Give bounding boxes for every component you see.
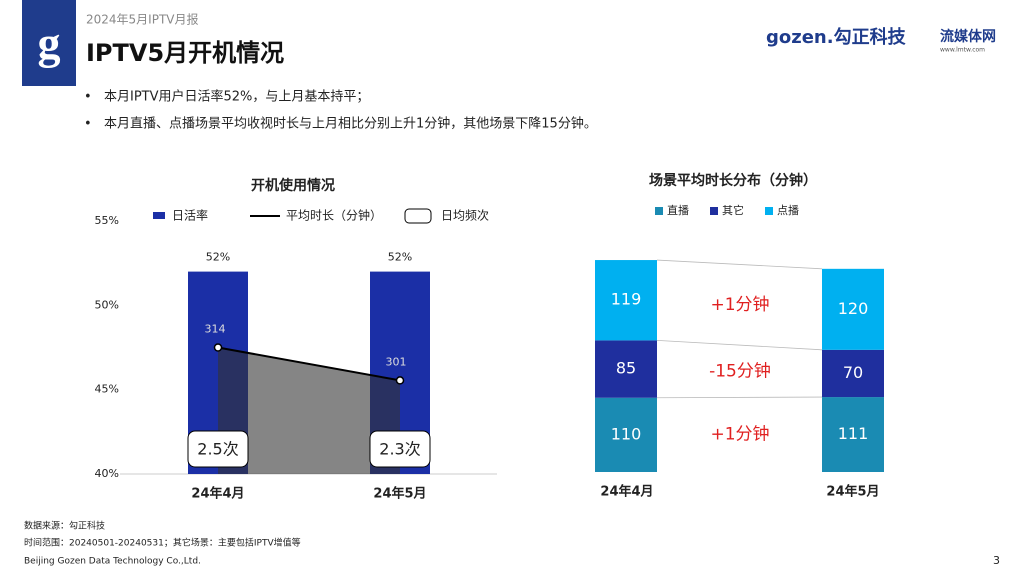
legend-swatch [655, 207, 663, 215]
page-number: 3 [993, 554, 1000, 567]
bar-segment [822, 397, 884, 472]
duration-area [218, 347, 400, 474]
bar-segment [595, 397, 657, 472]
time-range: 时间范围：20240501-20240531；其它场景：主要包括IPTV增值等 [24, 537, 301, 549]
bar-segment [822, 349, 884, 398]
segment-label: 119 [611, 290, 642, 309]
legend-label: 其它 [722, 203, 744, 217]
chart-title: 场景平均时长分布（分钟） [649, 172, 817, 189]
duration-label: 314 [205, 323, 226, 336]
segment-label: 70 [843, 363, 863, 382]
duration-point [395, 376, 405, 385]
frequency-box [369, 430, 431, 468]
partner-logo: 流媒体网 [940, 28, 996, 45]
x-tick-label: 24年5月 [373, 486, 426, 502]
connector [656, 339, 823, 351]
bullet: 本月IPTV用户日活率52%，与上月基本持平； [104, 89, 369, 105]
bar-label: 52% [206, 251, 230, 264]
bullet: 本月直播、点播场景平均收视时长与上月相比分别上升1分钟，其他场景下降15分钟。 [104, 116, 597, 132]
segment-label: 111 [838, 424, 869, 443]
y-tick-label: 50% [95, 298, 119, 311]
gozen-logo: gozen.勾正科技 [766, 26, 907, 48]
chart-title: 开机使用情况 [251, 177, 335, 194]
legend-swatch [710, 207, 718, 215]
y-tick-label: 45% [95, 383, 119, 396]
y-tick-label: 55% [95, 214, 119, 227]
legend-label: 平均时长（分钟） [286, 208, 382, 223]
x-tick-label: 24年4月 [191, 486, 244, 502]
logo-letter: g [38, 18, 61, 69]
x-tick-label: 24年5月 [826, 484, 879, 500]
change-annotation: -15分钟 [709, 361, 771, 381]
slide-title: IPTV5月开机情况 [86, 39, 284, 67]
bar-segment [595, 260, 657, 341]
legend-swatch [404, 208, 432, 224]
legend-label: 日均频次 [441, 209, 489, 223]
legend-swatch [765, 207, 773, 215]
x-tick-label: 24年4月 [600, 484, 653, 500]
frequency-box [187, 430, 249, 468]
y-tick-label: 40% [95, 467, 119, 480]
segment-label: 120 [838, 299, 869, 318]
frequency-label: 2.3次 [379, 440, 420, 459]
segment-label: 85 [616, 359, 636, 378]
legend-swatch [153, 212, 165, 219]
usage-chart: 开机使用情况 40% 45% 50% 55% 日活率 平均时长（分钟） 日均频次 52% 52% 3… [95, 177, 497, 502]
connector [656, 396, 823, 399]
bullet-dot: • [84, 90, 92, 105]
legend-label: 点播 [777, 203, 799, 217]
report-name: 2024年5月IPTV月报 [86, 12, 199, 27]
bar-segment [595, 340, 657, 398]
frequency-label: 2.5次 [197, 440, 238, 459]
duration-chart: 场景平均时长分布（分钟） 直播 其它 点播 110 111 85 70 119 120 +1分钟 -1… [595, 172, 884, 500]
legend-label: 直播 [667, 203, 689, 217]
legend-label: 日活率 [172, 208, 208, 223]
segment-label: 110 [611, 424, 642, 443]
bar-segment [822, 268, 884, 350]
duration-point [213, 343, 223, 352]
change-annotation: +1分钟 [710, 295, 769, 315]
source: 数据来源：勾正科技 [24, 520, 105, 532]
connector [656, 259, 823, 270]
duration-label: 301 [386, 355, 407, 368]
bar-label: 52% [388, 251, 412, 264]
change-annotation: +1分钟 [710, 425, 769, 445]
bullet-dot: • [84, 117, 92, 132]
logo-block [22, 0, 76, 86]
duration-line [217, 346, 401, 382]
partner-url: www.lmtw.com [940, 47, 985, 54]
company: Beijing Gozen Data Technology Co.,Ltd. [24, 557, 201, 567]
